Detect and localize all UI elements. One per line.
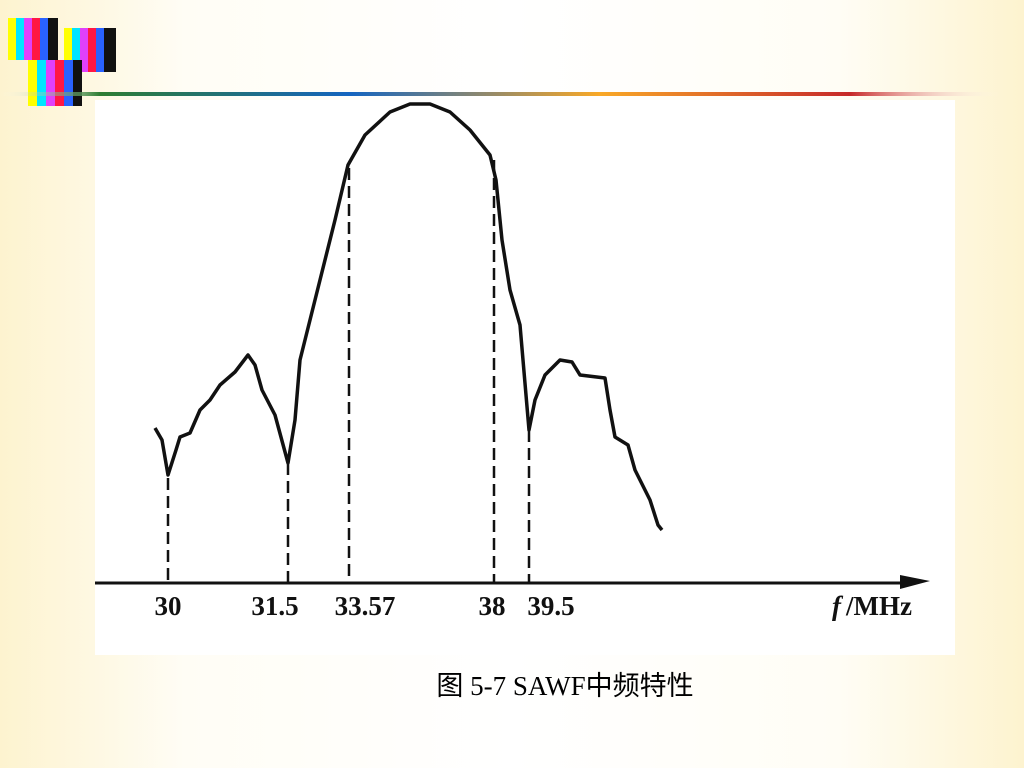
ticks: 30 31.5 33.57 38 39.5 [155,160,575,621]
header-rule [0,92,1000,96]
tick-label: 30 [155,591,182,621]
axis-arrow [900,575,930,589]
tick-label: 38 [479,591,506,621]
logo [8,18,116,106]
response-curve [153,102,664,532]
axis-unit: /MHz [845,591,912,621]
tick-label: 39.5 [527,591,574,621]
tick-label: 31.5 [251,591,298,621]
tick-label: 33.57 [335,591,396,621]
caption: 图 5-7 SAWF中频特性 [436,671,693,701]
